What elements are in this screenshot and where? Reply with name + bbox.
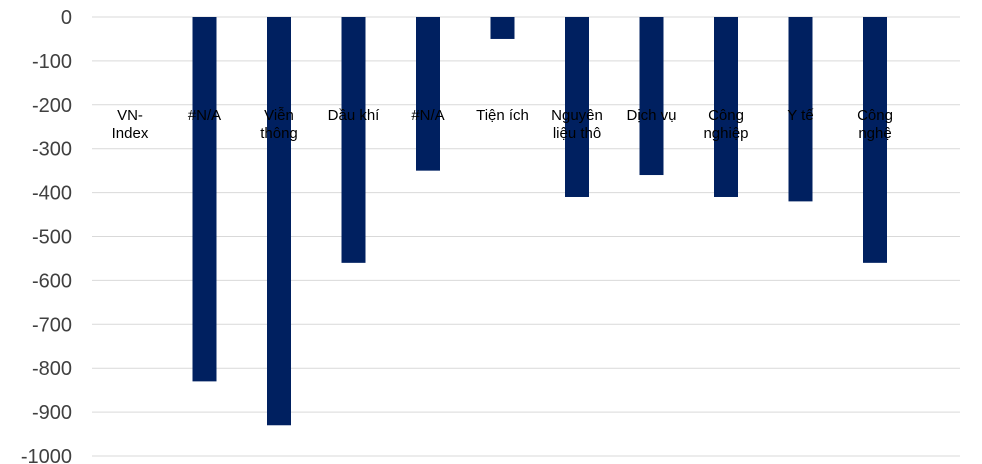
category-label: Công nghệ bbox=[857, 107, 893, 142]
category-label: Công nghiệp bbox=[703, 107, 748, 142]
y-tick-label: -400 bbox=[32, 183, 72, 205]
bar bbox=[490, 17, 515, 39]
gridlines bbox=[92, 16, 960, 457]
bars bbox=[192, 17, 887, 426]
y-tick-label: -200 bbox=[32, 95, 72, 117]
y-tick-label: -500 bbox=[32, 227, 72, 249]
bar bbox=[863, 17, 887, 263]
bar bbox=[416, 17, 440, 171]
category-label: #N/A bbox=[411, 107, 444, 124]
y-axis-tick-labels: 0 -100 -200 -300 -400 -500 -600 -700 -800 -900 -10… bbox=[21, 7, 72, 464]
bar bbox=[565, 17, 589, 197]
y-tick-label: -600 bbox=[32, 270, 72, 292]
bar bbox=[639, 17, 664, 176]
category-label: #N/A bbox=[188, 107, 221, 124]
category-label: Viễn thông bbox=[260, 107, 298, 142]
category-label: Dịch vụ bbox=[626, 107, 676, 124]
category-label: Y tế bbox=[787, 107, 814, 124]
category-label: Dầu khí bbox=[328, 107, 381, 124]
category-label: Nguyên liệu thô bbox=[551, 107, 603, 142]
y-tick-label: -800 bbox=[32, 358, 72, 380]
y-tick-label: -300 bbox=[32, 139, 72, 161]
y-tick-label: -1000 bbox=[21, 446, 72, 464]
category-label: Tiện ích bbox=[476, 107, 529, 124]
bar bbox=[192, 17, 217, 382]
bar bbox=[714, 17, 738, 197]
bar bbox=[267, 17, 291, 426]
bar bbox=[341, 17, 366, 263]
y-tick-label: 0 bbox=[61, 7, 72, 29]
bar bbox=[788, 17, 813, 202]
category-labels: VN-Index #N/A Viễn thông Dầu khí #N/A Tiện ích… bbox=[112, 107, 893, 142]
y-tick-label: -900 bbox=[32, 402, 72, 424]
y-tick-label: -100 bbox=[32, 51, 72, 73]
category-label: VN-Index bbox=[112, 107, 149, 142]
y-tick-label: -700 bbox=[32, 314, 72, 336]
